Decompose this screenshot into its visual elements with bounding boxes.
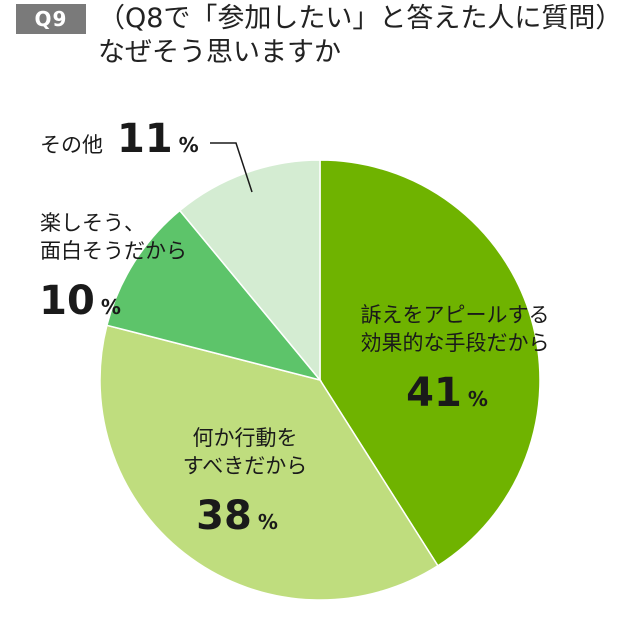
leader-line (210, 142, 253, 193)
slice-label-line-2-0: 楽しそう、 (40, 211, 145, 235)
slice-label-text-3: その他 11% (40, 116, 199, 162)
slice-label-2: 楽しそう、面白そうだから 10% (39, 211, 187, 324)
slice-label-line-1-0: 何か行動を (193, 426, 298, 450)
pie-slice-2 (105, 209, 323, 382)
pie-slices (99, 159, 541, 601)
pie-slice-0 (319, 159, 541, 567)
slice-label-3: その他 11% (40, 116, 253, 193)
slice-percent-1: 38% (196, 493, 278, 539)
slice-label-line-1-1: すべきだから (183, 454, 308, 478)
slice-label-line-2-1: 面白そうだから (40, 239, 187, 263)
question-title: （Q8で「参加したい」と答えた人に質問） なぜそう思いますか (98, 2, 622, 70)
slice-percent-2: 10% (39, 278, 121, 324)
slice-label-line-0-1: 効果的な手段だから (361, 331, 550, 355)
pie-slice-1 (99, 324, 439, 601)
slice-percent-0: 41% (406, 370, 488, 416)
question-title-line2: なぜそう思いますか (98, 37, 341, 68)
question-title-line1: （Q8で「参加したい」と答えた人に質問） (98, 3, 623, 34)
question-badge: Q9 (16, 4, 86, 34)
slice-label-line-0-0: 訴えをアピールする (361, 303, 550, 327)
